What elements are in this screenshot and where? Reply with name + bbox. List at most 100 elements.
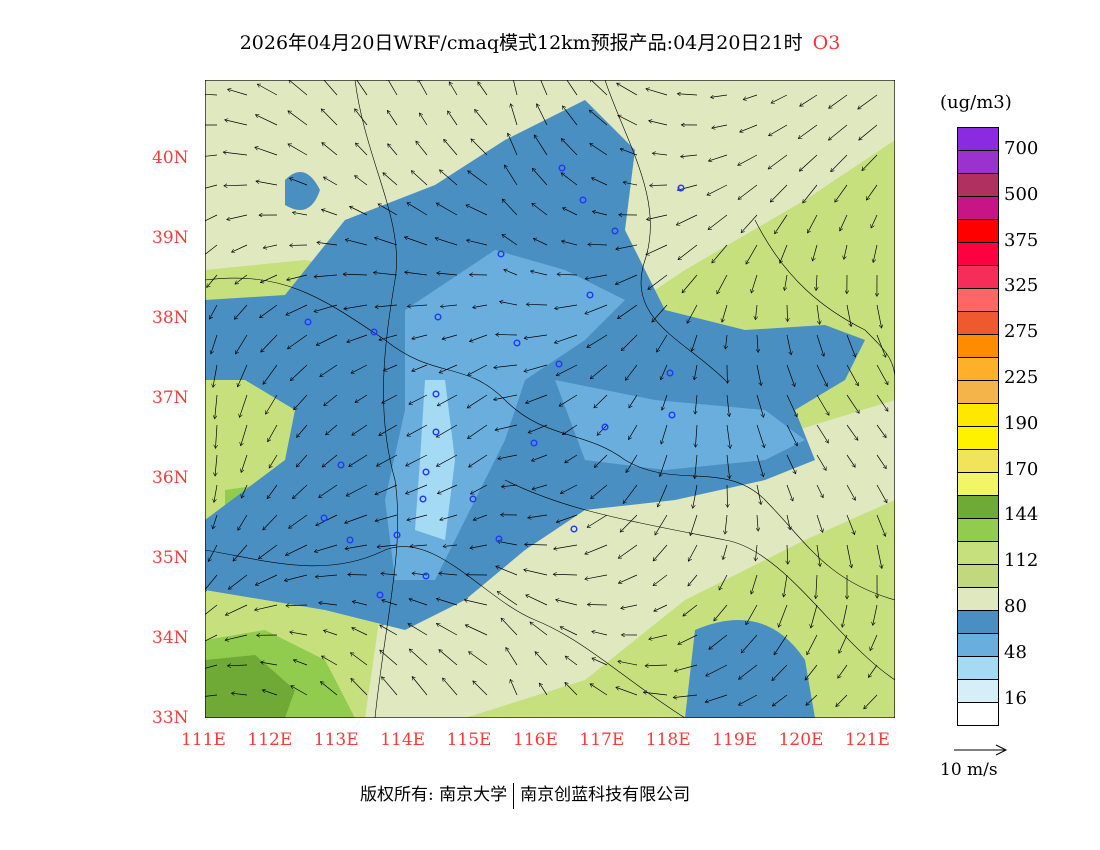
wind-arrow xyxy=(650,185,668,186)
wind-arrow xyxy=(382,600,398,606)
wind-arrow xyxy=(291,686,308,696)
wind-arrow xyxy=(223,152,248,156)
wind-arrow xyxy=(646,89,668,96)
station-marker xyxy=(370,328,378,336)
lon-tick-label: 116E xyxy=(513,730,558,750)
wind-arrow xyxy=(442,334,458,339)
wind-arrow xyxy=(876,394,888,411)
wind-arrow xyxy=(319,603,338,606)
wind-arrow xyxy=(227,665,248,666)
wind-arrow xyxy=(351,364,368,373)
wind-arrow xyxy=(255,147,278,156)
wind-arrow xyxy=(561,173,578,186)
legend-label: 375 xyxy=(1004,229,1039,251)
legend-swatch xyxy=(958,427,998,450)
wind-arrow xyxy=(683,604,698,616)
wind-arrow xyxy=(263,514,278,530)
wind-arrow xyxy=(674,664,698,671)
legend-swatch xyxy=(958,381,998,404)
wind-arrow xyxy=(643,692,668,696)
wind-arrow xyxy=(343,274,368,275)
wind-arrow xyxy=(876,334,886,357)
wind-arrow xyxy=(799,154,818,171)
wind-arrow xyxy=(653,544,668,561)
wind-arrow xyxy=(687,304,698,323)
wind-arrow xyxy=(532,203,548,216)
wind-arrow xyxy=(231,693,248,695)
wind-arrow xyxy=(618,661,638,666)
wind-arrow xyxy=(468,171,488,186)
wind-arrow xyxy=(756,364,761,386)
wind-arrow xyxy=(344,304,368,309)
wind-arrow xyxy=(208,544,218,562)
wind-arrow xyxy=(289,80,308,96)
wind-arrow xyxy=(348,574,368,575)
wind-arrow xyxy=(294,394,308,410)
wind-arrow xyxy=(377,545,398,547)
station-marker xyxy=(677,184,685,192)
wind-arrow xyxy=(740,124,758,132)
wind-arrow xyxy=(688,574,698,586)
wind-arrow xyxy=(746,604,758,625)
wind-arrow xyxy=(321,109,338,126)
wind-arrow xyxy=(466,205,488,216)
wind-arrow xyxy=(590,143,608,156)
wind-arrow xyxy=(205,93,218,96)
wind-arrow xyxy=(321,209,338,216)
wind-arrow xyxy=(255,574,278,585)
wind-arrow xyxy=(654,604,668,611)
lon-tick-label: 119E xyxy=(712,730,758,750)
wind-arrow xyxy=(224,185,248,186)
wind-arrow xyxy=(324,394,338,406)
station-marker xyxy=(393,531,401,539)
wind-arrow xyxy=(846,514,855,535)
wind-arrow xyxy=(649,634,668,639)
wind-arrow xyxy=(722,304,728,322)
wind-arrow xyxy=(205,604,218,616)
wind-arrow xyxy=(876,514,885,536)
wind-arrow xyxy=(662,394,668,410)
legend-swatch xyxy=(958,496,998,519)
wind-arrow xyxy=(382,677,398,696)
dark-green-sw xyxy=(205,655,295,718)
wind-arrow xyxy=(565,454,578,464)
wind-arrow xyxy=(256,181,278,186)
wind-arrow xyxy=(290,364,308,381)
wind-arrow xyxy=(743,94,758,100)
lon-tick-label: 118E xyxy=(645,730,691,750)
wind-arrow xyxy=(562,424,578,435)
wind-arrow xyxy=(345,239,368,246)
wind-arrow xyxy=(535,652,548,666)
wind-arrow xyxy=(345,514,368,523)
wind-arrow xyxy=(628,424,638,440)
wind-arrow xyxy=(469,454,488,467)
wind-arrow xyxy=(524,364,548,372)
legend-swatch xyxy=(958,197,998,220)
wind-arrow xyxy=(565,656,578,666)
o3-concentration-map xyxy=(205,80,895,718)
wind-arrow xyxy=(780,244,788,263)
wind-arrow xyxy=(594,394,608,408)
wind-arrow xyxy=(262,690,278,696)
wind-arrow xyxy=(587,334,608,348)
wind-arrow xyxy=(323,630,338,636)
legend-swatch xyxy=(958,174,998,197)
wind-arrow xyxy=(435,238,458,246)
wind-arrow xyxy=(652,153,668,155)
wind-arrow xyxy=(261,662,278,666)
wind-arrow xyxy=(323,177,338,186)
wind-arrow xyxy=(443,545,458,547)
wind-arrow xyxy=(436,454,458,466)
wind-arrow xyxy=(618,574,638,583)
wind-arrow xyxy=(719,574,728,590)
wind-arrow xyxy=(708,214,728,230)
legend-swatch xyxy=(958,565,998,588)
wind-arrow xyxy=(373,272,398,276)
wind-arrow xyxy=(876,544,882,568)
wind-arrow xyxy=(839,634,848,653)
wind-arrow xyxy=(213,364,218,387)
station-marker xyxy=(432,428,440,436)
lon-tick-label: 121E xyxy=(845,730,890,750)
wind-arrow xyxy=(717,274,728,294)
wind-arrow xyxy=(241,454,248,472)
